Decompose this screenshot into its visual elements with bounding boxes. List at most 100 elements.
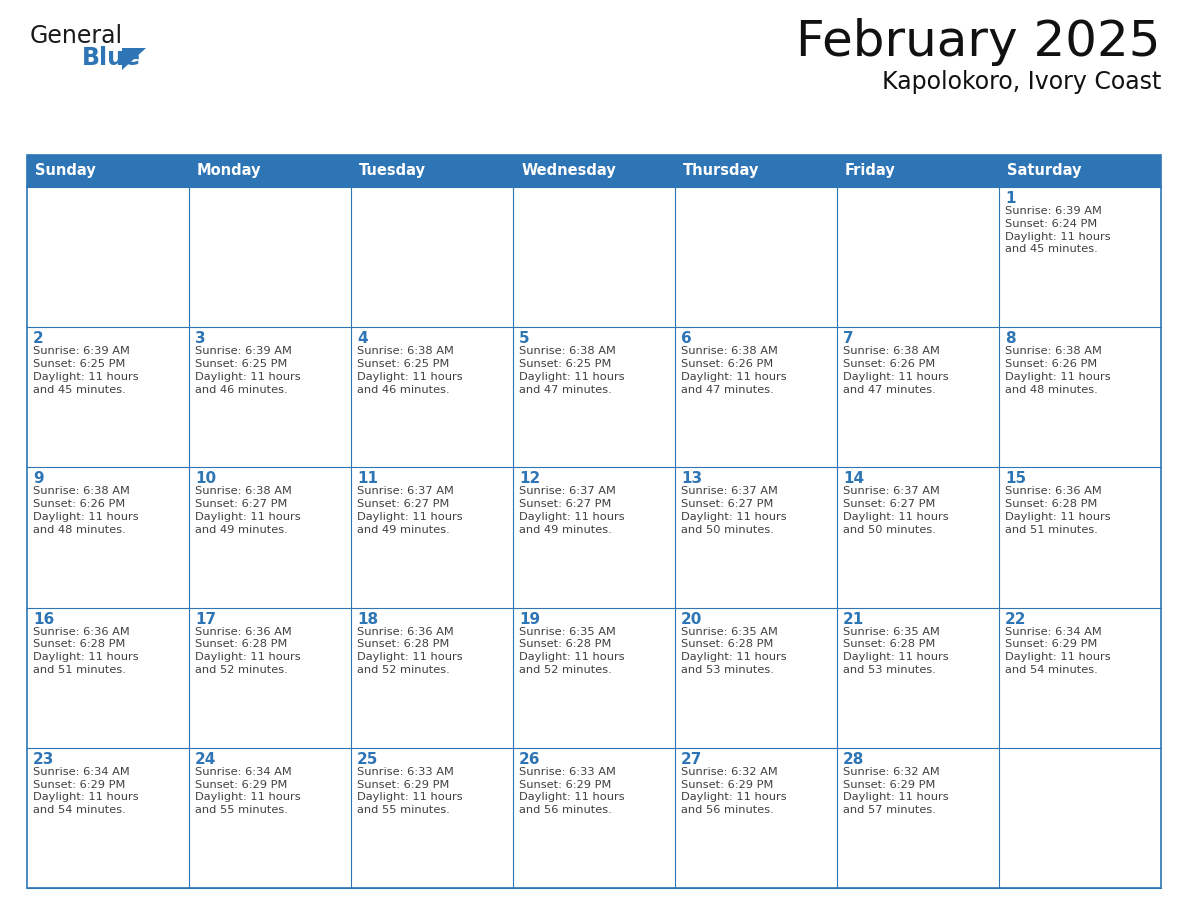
Text: Sunrise: 6:38 AM
Sunset: 6:26 PM
Daylight: 11 hours
and 47 minutes.: Sunrise: 6:38 AM Sunset: 6:26 PM Dayligh… [843, 346, 949, 395]
Text: Sunrise: 6:34 AM
Sunset: 6:29 PM
Daylight: 11 hours
and 54 minutes.: Sunrise: 6:34 AM Sunset: 6:29 PM Dayligh… [1005, 627, 1111, 675]
Bar [999, 187, 1161, 327]
Text: Sunrise: 6:36 AM
Sunset: 6:28 PM
Daylight: 11 hours
and 51 minutes.: Sunrise: 6:36 AM Sunset: 6:28 PM Dayligh… [33, 627, 139, 675]
Bar [513, 187, 675, 327]
Bar [27, 187, 189, 327]
Text: Sunrise: 6:39 AM
Sunset: 6:24 PM
Daylight: 11 hours
and 45 minutes.: Sunrise: 6:39 AM Sunset: 6:24 PM Dayligh… [1005, 206, 1111, 254]
Text: Wednesday: Wednesday [522, 163, 615, 178]
Bar [675, 467, 838, 608]
Text: 14: 14 [843, 472, 864, 487]
Bar [189, 748, 350, 888]
Text: 15: 15 [1005, 472, 1026, 487]
Text: Sunrise: 6:37 AM
Sunset: 6:27 PM
Daylight: 11 hours
and 49 minutes.: Sunrise: 6:37 AM Sunset: 6:27 PM Dayligh… [358, 487, 462, 535]
Bar [513, 467, 675, 608]
Text: 26: 26 [519, 752, 541, 767]
Text: Sunrise: 6:33 AM
Sunset: 6:29 PM
Daylight: 11 hours
and 56 minutes.: Sunrise: 6:33 AM Sunset: 6:29 PM Dayligh… [519, 767, 625, 815]
Text: 22: 22 [1005, 611, 1026, 627]
Text: 7: 7 [843, 331, 854, 346]
Bar [189, 608, 350, 748]
Text: General: General [30, 24, 124, 48]
Text: 17: 17 [195, 611, 216, 627]
Bar [350, 608, 513, 748]
Bar [350, 155, 513, 187]
Text: Sunrise: 6:38 AM
Sunset: 6:27 PM
Daylight: 11 hours
and 49 minutes.: Sunrise: 6:38 AM Sunset: 6:27 PM Dayligh… [195, 487, 301, 535]
Text: Saturday: Saturday [1007, 163, 1081, 178]
Bar [513, 327, 675, 467]
Text: 27: 27 [681, 752, 702, 767]
Bar [189, 155, 350, 187]
Text: 6: 6 [681, 331, 691, 346]
Text: Tuesday: Tuesday [359, 163, 426, 178]
Text: 8: 8 [1005, 331, 1016, 346]
Bar [675, 748, 838, 888]
Text: Sunrise: 6:35 AM
Sunset: 6:28 PM
Daylight: 11 hours
and 52 minutes.: Sunrise: 6:35 AM Sunset: 6:28 PM Dayligh… [519, 627, 625, 675]
Bar [27, 155, 189, 187]
Text: Sunrise: 6:34 AM
Sunset: 6:29 PM
Daylight: 11 hours
and 55 minutes.: Sunrise: 6:34 AM Sunset: 6:29 PM Dayligh… [195, 767, 301, 815]
Text: 19: 19 [519, 611, 541, 627]
Bar [675, 155, 838, 187]
Bar [838, 748, 999, 888]
Text: 2: 2 [33, 331, 44, 346]
Text: Sunrise: 6:38 AM
Sunset: 6:25 PM
Daylight: 11 hours
and 47 minutes.: Sunrise: 6:38 AM Sunset: 6:25 PM Dayligh… [519, 346, 625, 395]
Text: Sunrise: 6:36 AM
Sunset: 6:28 PM
Daylight: 11 hours
and 52 minutes.: Sunrise: 6:36 AM Sunset: 6:28 PM Dayligh… [358, 627, 462, 675]
Text: Kapolokoro, Ivory Coast: Kapolokoro, Ivory Coast [881, 70, 1161, 94]
Text: Sunrise: 6:38 AM
Sunset: 6:26 PM
Daylight: 11 hours
and 47 minutes.: Sunrise: 6:38 AM Sunset: 6:26 PM Dayligh… [681, 346, 786, 395]
Bar [838, 327, 999, 467]
Bar [350, 467, 513, 608]
Text: 4: 4 [358, 331, 367, 346]
Text: Sunrise: 6:36 AM
Sunset: 6:28 PM
Daylight: 11 hours
and 52 minutes.: Sunrise: 6:36 AM Sunset: 6:28 PM Dayligh… [195, 627, 301, 675]
Text: 3: 3 [195, 331, 206, 346]
Text: Sunrise: 6:37 AM
Sunset: 6:27 PM
Daylight: 11 hours
and 50 minutes.: Sunrise: 6:37 AM Sunset: 6:27 PM Dayligh… [843, 487, 949, 535]
Text: 21: 21 [843, 611, 864, 627]
Bar [675, 187, 838, 327]
Bar [27, 467, 189, 608]
Text: 18: 18 [358, 611, 378, 627]
Text: 12: 12 [519, 472, 541, 487]
Bar [838, 155, 999, 187]
Text: 24: 24 [195, 752, 216, 767]
Text: Sunrise: 6:39 AM
Sunset: 6:25 PM
Daylight: 11 hours
and 46 minutes.: Sunrise: 6:39 AM Sunset: 6:25 PM Dayligh… [195, 346, 301, 395]
Text: Thursday: Thursday [683, 163, 759, 178]
Text: Sunrise: 6:39 AM
Sunset: 6:25 PM
Daylight: 11 hours
and 45 minutes.: Sunrise: 6:39 AM Sunset: 6:25 PM Dayligh… [33, 346, 139, 395]
Text: Sunrise: 6:36 AM
Sunset: 6:28 PM
Daylight: 11 hours
and 51 minutes.: Sunrise: 6:36 AM Sunset: 6:28 PM Dayligh… [1005, 487, 1111, 535]
Text: 28: 28 [843, 752, 865, 767]
Bar [999, 608, 1161, 748]
Bar [999, 748, 1161, 888]
Text: 11: 11 [358, 472, 378, 487]
Text: Sunrise: 6:35 AM
Sunset: 6:28 PM
Daylight: 11 hours
and 53 minutes.: Sunrise: 6:35 AM Sunset: 6:28 PM Dayligh… [843, 627, 949, 675]
Text: Blue: Blue [82, 46, 141, 70]
Bar [838, 187, 999, 327]
Text: 13: 13 [681, 472, 702, 487]
Bar [350, 327, 513, 467]
Bar [27, 155, 1161, 888]
Bar [838, 467, 999, 608]
Bar [513, 608, 675, 748]
Text: Sunrise: 6:32 AM
Sunset: 6:29 PM
Daylight: 11 hours
and 56 minutes.: Sunrise: 6:32 AM Sunset: 6:29 PM Dayligh… [681, 767, 786, 815]
Text: 16: 16 [33, 611, 55, 627]
Bar [999, 467, 1161, 608]
Bar [675, 608, 838, 748]
Polygon shape [122, 48, 146, 70]
Text: 10: 10 [195, 472, 216, 487]
Bar [999, 327, 1161, 467]
Bar [189, 467, 350, 608]
Text: Sunrise: 6:32 AM
Sunset: 6:29 PM
Daylight: 11 hours
and 57 minutes.: Sunrise: 6:32 AM Sunset: 6:29 PM Dayligh… [843, 767, 949, 815]
Bar [189, 187, 350, 327]
Text: Sunrise: 6:38 AM
Sunset: 6:26 PM
Daylight: 11 hours
and 48 minutes.: Sunrise: 6:38 AM Sunset: 6:26 PM Dayligh… [1005, 346, 1111, 395]
Text: Sunrise: 6:33 AM
Sunset: 6:29 PM
Daylight: 11 hours
and 55 minutes.: Sunrise: 6:33 AM Sunset: 6:29 PM Dayligh… [358, 767, 462, 815]
Bar [27, 748, 189, 888]
Text: 25: 25 [358, 752, 378, 767]
Text: Sunrise: 6:34 AM
Sunset: 6:29 PM
Daylight: 11 hours
and 54 minutes.: Sunrise: 6:34 AM Sunset: 6:29 PM Dayligh… [33, 767, 139, 815]
Bar [513, 155, 675, 187]
Text: Sunrise: 6:37 AM
Sunset: 6:27 PM
Daylight: 11 hours
and 50 minutes.: Sunrise: 6:37 AM Sunset: 6:27 PM Dayligh… [681, 487, 786, 535]
Text: Friday: Friday [845, 163, 896, 178]
Text: Sunday: Sunday [36, 163, 96, 178]
Bar [27, 608, 189, 748]
Bar [350, 187, 513, 327]
Bar [27, 327, 189, 467]
Text: Sunrise: 6:38 AM
Sunset: 6:26 PM
Daylight: 11 hours
and 48 minutes.: Sunrise: 6:38 AM Sunset: 6:26 PM Dayligh… [33, 487, 139, 535]
Bar [675, 327, 838, 467]
Text: Sunrise: 6:35 AM
Sunset: 6:28 PM
Daylight: 11 hours
and 53 minutes.: Sunrise: 6:35 AM Sunset: 6:28 PM Dayligh… [681, 627, 786, 675]
Bar [513, 748, 675, 888]
Text: Monday: Monday [197, 163, 261, 178]
Bar [999, 155, 1161, 187]
